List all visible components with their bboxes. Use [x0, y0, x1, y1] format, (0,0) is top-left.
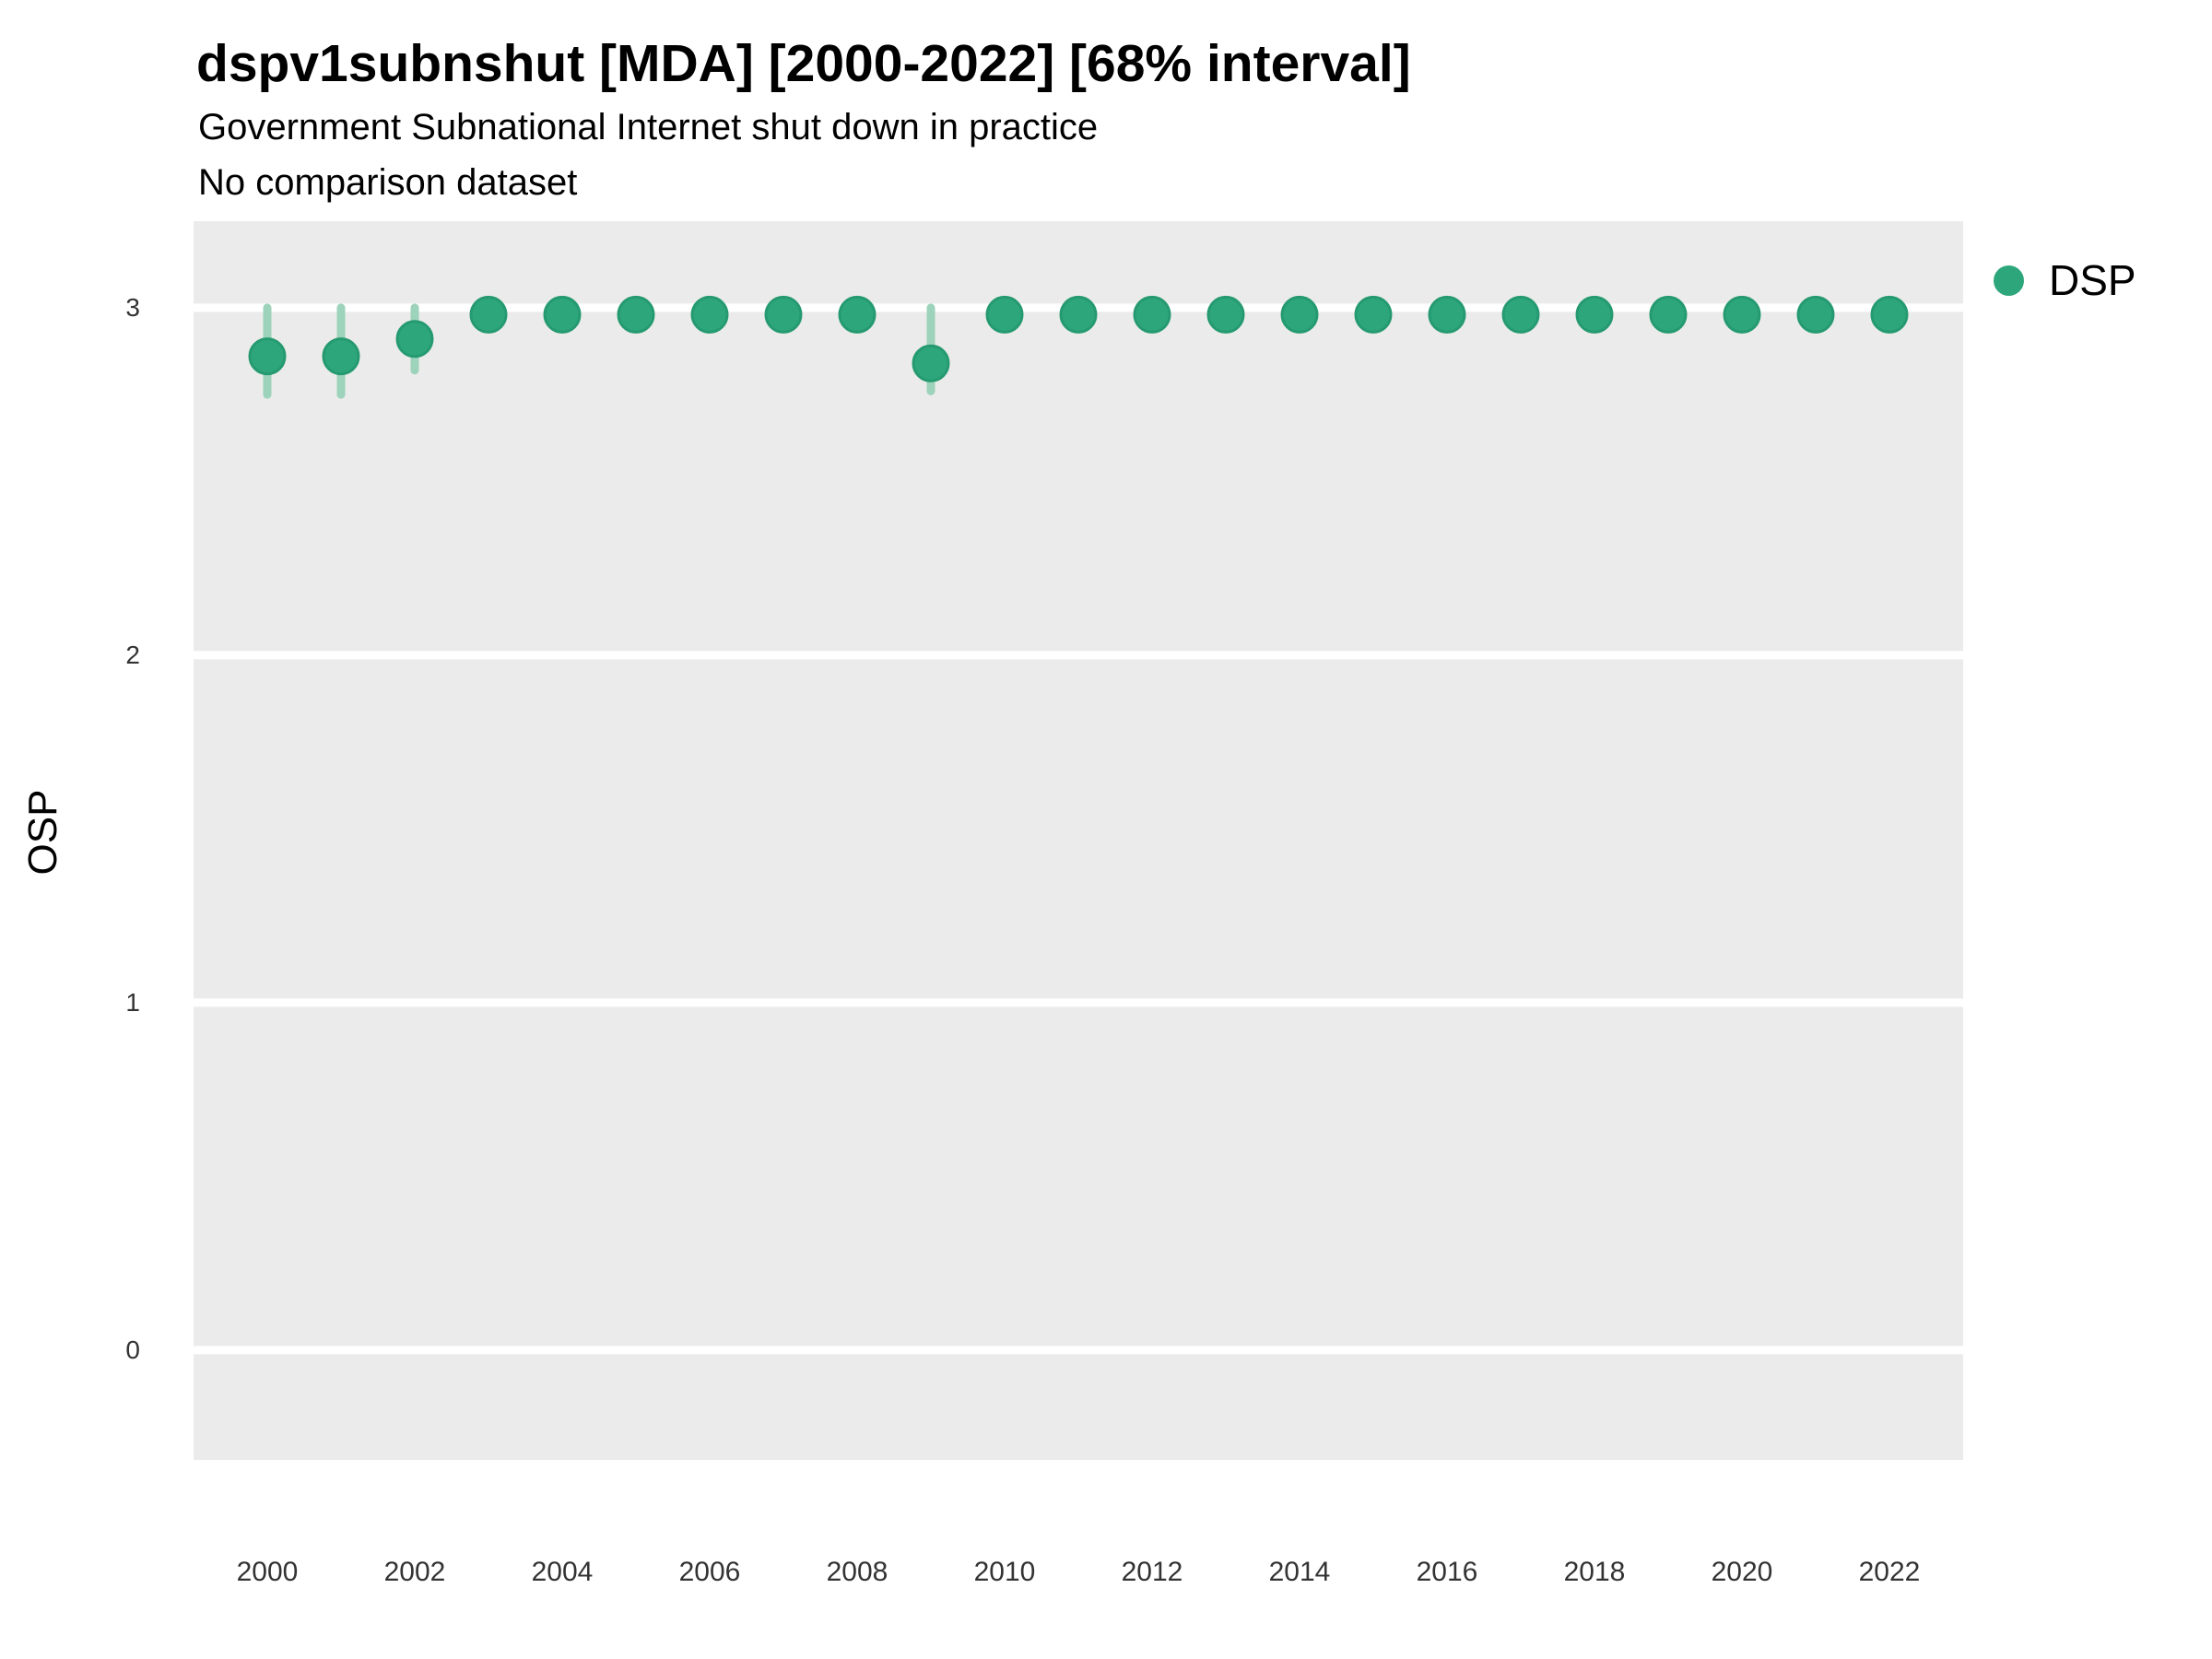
x-tick-label-2004: 2004 [531, 1557, 594, 1587]
legend-label: DSP [2049, 256, 2136, 304]
x-tick-label-2010: 2010 [973, 1557, 1036, 1587]
x-tick-label-2022: 2022 [1858, 1557, 1921, 1587]
point-2005 [617, 295, 655, 334]
point-2004 [543, 295, 582, 334]
point-2007 [764, 295, 803, 334]
point-2012 [1133, 295, 1171, 334]
chart-note: No comparison dataset [198, 162, 578, 203]
y-axis-title: OSP [20, 789, 65, 876]
x-tick-label-2000: 2000 [236, 1557, 299, 1587]
x-tick-label-2014: 2014 [1268, 1557, 1331, 1587]
point-2000 [248, 337, 287, 376]
chart-subtitle: Government Subnational Internet shut dow… [198, 107, 1099, 147]
x-tick-label-2012: 2012 [1121, 1557, 1183, 1587]
x-tick-label-2016: 2016 [1416, 1557, 1478, 1587]
point-2008 [838, 295, 877, 334]
chart-title: dspv1subnshut [MDA] [2000-2022] [68% int… [196, 34, 1411, 93]
plot-svg [194, 295, 1963, 1355]
point-2002 [395, 320, 434, 359]
point-2013 [1206, 295, 1245, 334]
x-tick-label-2020: 2020 [1711, 1557, 1773, 1587]
y-tick-label-3: 3 [125, 292, 140, 322]
point-2016 [1428, 295, 1466, 334]
y-tick-label-0: 0 [125, 1335, 140, 1364]
legend: DSP [1994, 255, 2136, 305]
point-2011 [1059, 295, 1098, 334]
point-2021 [1796, 295, 1835, 334]
point-2003 [469, 295, 508, 334]
x-tick-label-2002: 2002 [383, 1557, 446, 1587]
point-2001 [322, 337, 360, 376]
y-tick-label-1: 1 [125, 987, 140, 1017]
point-2022 [1870, 295, 1909, 334]
point-2019 [1649, 295, 1688, 334]
legend-key-dot [1994, 265, 2024, 296]
point-2020 [1723, 295, 1761, 334]
plot-panel [194, 221, 1963, 1460]
point-2015 [1354, 295, 1393, 334]
point-2010 [985, 295, 1024, 334]
point-2009 [912, 344, 950, 382]
x-tick-label-2006: 2006 [678, 1557, 741, 1587]
point-2017 [1501, 295, 1540, 334]
y-tick-label-2: 2 [125, 640, 140, 669]
point-2018 [1575, 295, 1614, 334]
x-tick-label-2008: 2008 [826, 1557, 888, 1587]
x-tick-label-2018: 2018 [1563, 1557, 1626, 1587]
point-2014 [1280, 295, 1319, 334]
point-2006 [690, 295, 729, 334]
